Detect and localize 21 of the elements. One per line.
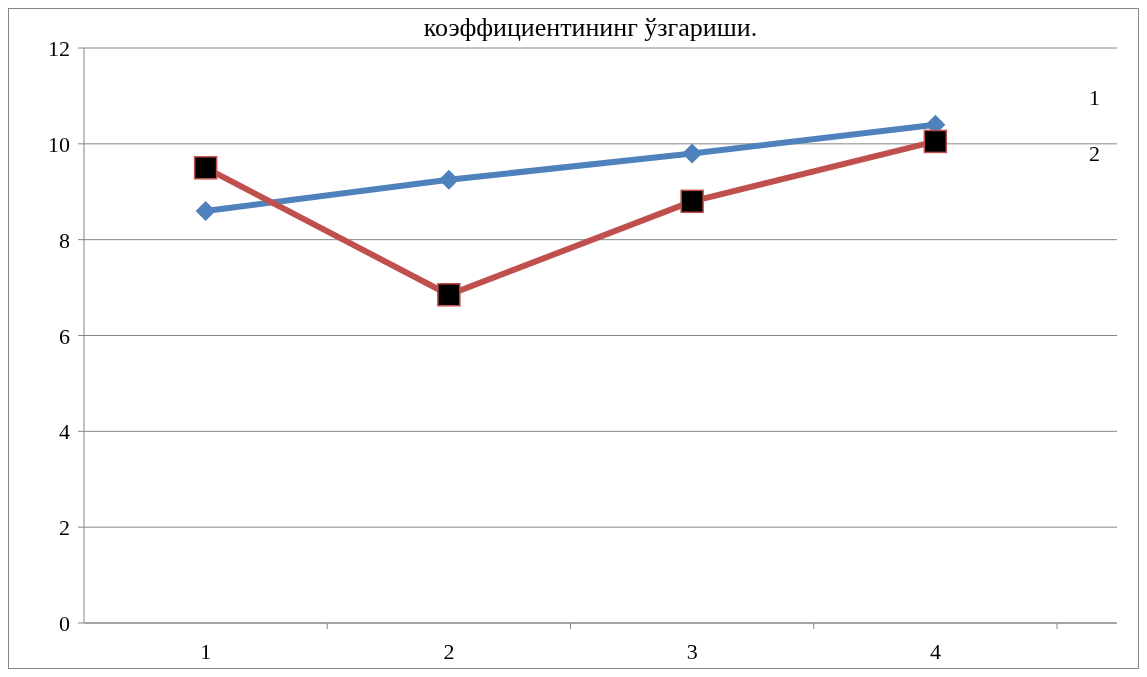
y-tick-label: 12 bbox=[48, 36, 70, 61]
x-tick-label: 4 bbox=[929, 639, 941, 664]
point bbox=[193, 156, 218, 180]
point bbox=[438, 169, 459, 190]
y-tick-label: 4 bbox=[59, 419, 70, 445]
y-tick-label: 8 bbox=[59, 227, 70, 253]
text: 2 bbox=[1089, 141, 1100, 167]
point bbox=[682, 143, 703, 164]
x-tick-label: 2 bbox=[443, 639, 455, 664]
point bbox=[680, 189, 704, 214]
point bbox=[195, 200, 216, 221]
y-tick-label: 0 bbox=[59, 611, 70, 636]
y-tick-label: 2 bbox=[59, 515, 70, 541]
point bbox=[923, 129, 948, 154]
y-tick-label: 10 bbox=[48, 131, 70, 157]
x-tick-label: 1 bbox=[200, 639, 212, 664]
text: 1 bbox=[1089, 84, 1100, 110]
point bbox=[437, 283, 461, 307]
x-tick-label: 3 bbox=[686, 639, 698, 664]
chart-title: коэффициентининг ўзгариши. bbox=[423, 13, 758, 42]
y-tick-label: 6 bbox=[59, 323, 70, 349]
